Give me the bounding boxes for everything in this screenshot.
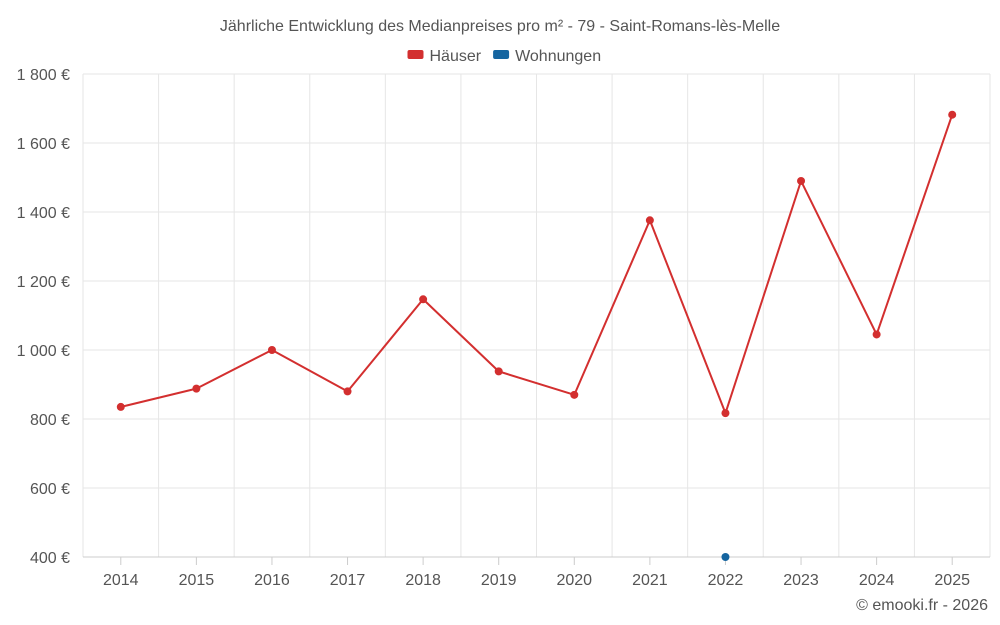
axes: 400 € 600 € 800 € 1 000 € 1 200 € 1 400 € 1 60… bbox=[17, 67, 990, 589]
y-tick-label: 800 € bbox=[30, 412, 70, 429]
legend-label: Wohnungen bbox=[515, 48, 601, 65]
credit-text: © emooki.fr - 2026 bbox=[856, 597, 988, 614]
y-tick-label: 1 600 € bbox=[17, 136, 70, 153]
data-point bbox=[343, 387, 352, 396]
x-tick-label: 2017 bbox=[330, 572, 366, 589]
data-point bbox=[721, 553, 730, 561]
y-tick-label: 1 200 € bbox=[17, 274, 70, 291]
data-point bbox=[721, 409, 730, 418]
data-point bbox=[267, 346, 276, 354]
data-point bbox=[570, 390, 579, 399]
x-tick-label: 2018 bbox=[405, 572, 441, 589]
legend-swatch bbox=[407, 50, 424, 59]
x-tick-label: 2014 bbox=[103, 572, 139, 589]
y-tick-label: 400 € bbox=[30, 550, 70, 567]
x-tick-label: 2016 bbox=[254, 572, 290, 589]
x-tick-label: 2021 bbox=[632, 572, 668, 589]
x-tick-label: 2015 bbox=[179, 572, 215, 589]
grid bbox=[82, 73, 991, 558]
series-line-haeuser bbox=[120, 114, 954, 415]
data-point bbox=[645, 216, 654, 225]
data-point bbox=[419, 295, 428, 304]
legend-item-wohnungen: Wohnungen bbox=[493, 48, 601, 65]
x-tick-label: 2022 bbox=[708, 572, 744, 589]
legend-swatch bbox=[493, 50, 510, 59]
x-tick-label: 2020 bbox=[556, 572, 592, 589]
data-point bbox=[872, 330, 881, 339]
x-tick-label: 2023 bbox=[783, 572, 819, 589]
chart-title: Jährliche Entwicklung des Medianpreises … bbox=[220, 18, 780, 35]
series bbox=[116, 110, 957, 561]
x-tick-label: 2024 bbox=[859, 572, 895, 589]
legend-item-haeuser: Häuser bbox=[407, 48, 482, 65]
legend-label: Häuser bbox=[430, 48, 482, 65]
data-point bbox=[494, 367, 503, 376]
legend: Häuser Wohnungen bbox=[407, 48, 601, 65]
data-point bbox=[948, 110, 957, 119]
data-point bbox=[797, 176, 806, 185]
y-tick-label: 600 € bbox=[30, 481, 70, 498]
y-tick-label: 1 400 € bbox=[17, 205, 70, 222]
y-tick-label: 1 000 € bbox=[17, 343, 70, 360]
data-point bbox=[116, 402, 125, 411]
y-tick-label: 1 800 € bbox=[17, 67, 70, 84]
data-point bbox=[192, 384, 201, 393]
x-tick-label: 2025 bbox=[934, 572, 970, 589]
x-tick-label: 2019 bbox=[481, 572, 517, 589]
